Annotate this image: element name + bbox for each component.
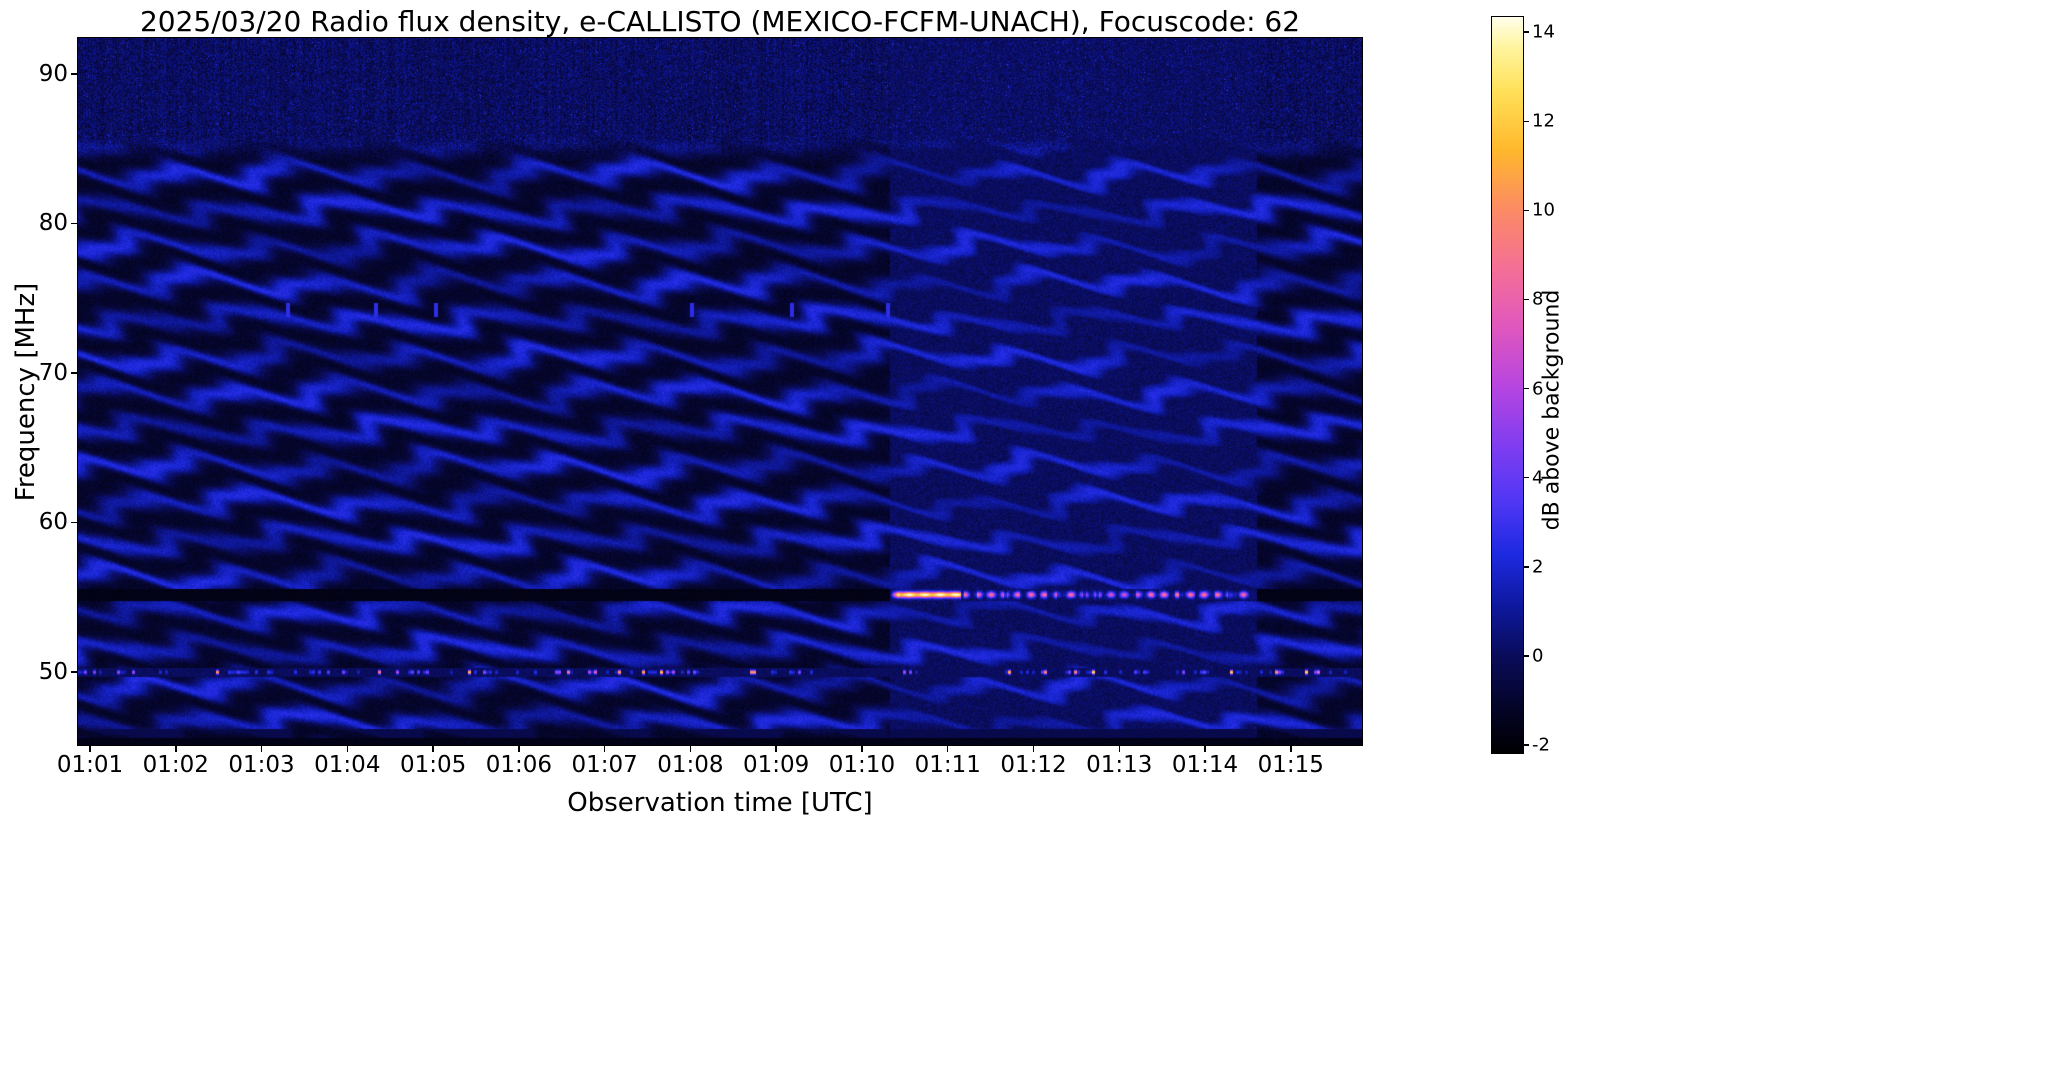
x-tick-mark (603, 745, 606, 752)
x-tick-mark (260, 745, 263, 752)
x-tick-label: 01:05 (399, 752, 467, 778)
colorbar-tick-mark (1523, 120, 1529, 122)
y-tick-mark (71, 671, 78, 673)
x-tick-label: 01:02 (142, 752, 209, 778)
colorbar-tick-mark (1523, 387, 1529, 390)
x-tick-mark (861, 745, 863, 752)
colorbar-tick-label: 14 (1532, 21, 1555, 43)
x-tick-label: 01:08 (657, 752, 724, 778)
colorbar-tick-label: 2 (1532, 556, 1544, 578)
x-tick-mark (1204, 745, 1206, 752)
x-tick-mark (1290, 745, 1292, 752)
colorbar (1491, 16, 1524, 754)
spectrogram-heatmap (77, 37, 1363, 746)
x-tick-label: 01:03 (228, 752, 295, 778)
colorbar-tick-label: 6 (1532, 378, 1544, 400)
x-tick-label: 01:10 (828, 752, 896, 778)
y-tick-mark (71, 73, 78, 75)
colorbar-tick-mark (1523, 31, 1529, 33)
x-tick-mark (89, 745, 91, 752)
colorbar-tick-label: 4 (1532, 467, 1544, 489)
chart-title: 2025/03/20 Radio flux density, e-CALLIST… (139, 5, 1301, 38)
y-tick-mark (71, 521, 78, 524)
x-tick-mark (946, 745, 949, 752)
colorbar-tick-mark (1523, 476, 1529, 479)
y-tick-label: 50 (38, 658, 68, 685)
y-tick-label: 60 (38, 509, 68, 536)
x-tick-label: 01:12 (1000, 752, 1067, 778)
y-axis-label: Frequency [MHz] (11, 282, 41, 502)
x-tick-label: 01:11 (914, 752, 981, 778)
x-tick-mark (1118, 745, 1121, 752)
y-tick-label: 90 (38, 60, 68, 87)
y-tick-label: 80 (38, 210, 68, 237)
x-tick-mark (1032, 745, 1035, 752)
x-tick-label: 01:09 (743, 752, 810, 778)
x-tick-label: 01:07 (571, 752, 638, 778)
x-tick-label: 01:13 (1086, 752, 1153, 778)
y-tick-label: 70 (38, 359, 68, 386)
colorbar-tick-mark (1523, 566, 1529, 568)
colorbar-tick-label: 0 (1532, 645, 1544, 667)
colorbar-tick-mark (1523, 655, 1529, 657)
x-tick-mark (775, 745, 777, 752)
colorbar-tick-mark (1523, 209, 1529, 212)
x-tick-mark (518, 745, 520, 752)
colorbar-tick-mark (1523, 744, 1529, 746)
colorbar-tick-label: 10 (1532, 199, 1555, 221)
x-axis-label: Observation time [UTC] (567, 788, 873, 818)
x-tick-label: 01:06 (485, 752, 553, 778)
x-tick-label: 01:04 (314, 752, 381, 778)
colorbar-tick-label: 12 (1532, 110, 1555, 132)
x-tick-label: 01:14 (1171, 752, 1239, 778)
x-tick-label: 01:01 (56, 752, 124, 778)
x-tick-mark (432, 745, 434, 752)
colorbar-tick-mark (1523, 298, 1529, 301)
colorbar-tick-label: 8 (1532, 288, 1544, 310)
x-tick-label: 01:15 (1257, 752, 1324, 778)
colorbar-label: dB above background (1539, 289, 1565, 531)
x-tick-mark (689, 745, 692, 752)
y-tick-mark (71, 222, 78, 225)
colorbar-tick-label: -2 (1532, 734, 1550, 756)
y-tick-mark (71, 372, 78, 374)
x-tick-mark (346, 745, 349, 752)
x-tick-mark (175, 745, 177, 752)
